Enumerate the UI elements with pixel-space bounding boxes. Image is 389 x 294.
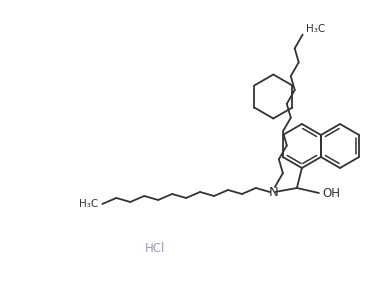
Text: H₃C: H₃C xyxy=(306,24,325,34)
Text: H₃C: H₃C xyxy=(79,199,98,209)
Text: OH: OH xyxy=(322,186,340,200)
Text: N: N xyxy=(269,186,279,198)
Text: HCl: HCl xyxy=(145,243,165,255)
